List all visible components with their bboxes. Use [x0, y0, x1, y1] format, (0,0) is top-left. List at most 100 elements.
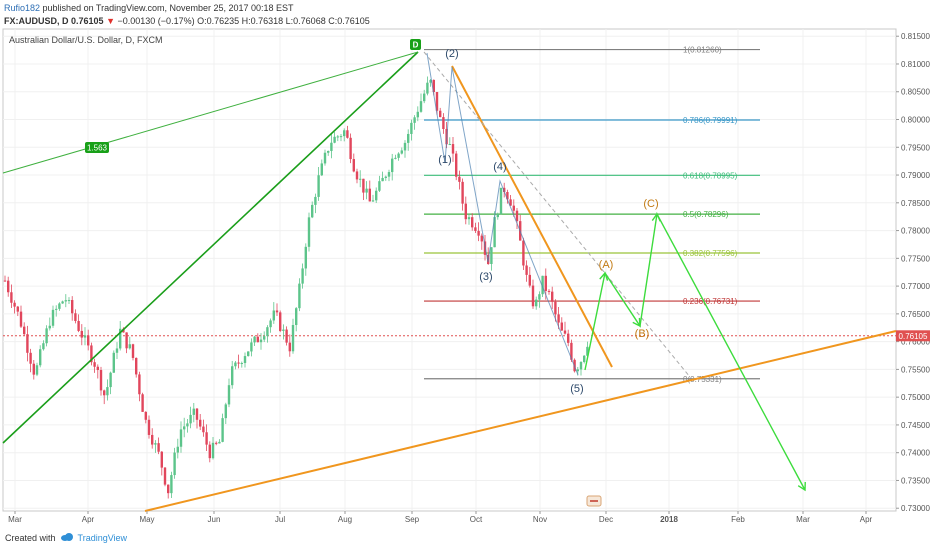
candle-body-12	[42, 343, 45, 350]
candle-body-52	[170, 475, 173, 494]
x-tick-10: 2018	[660, 515, 678, 524]
candle-body-145	[467, 217, 471, 220]
candle-body-180	[579, 362, 583, 370]
wave-label-2: (2)	[445, 48, 458, 60]
last-price-tag-box	[896, 330, 930, 342]
candle-body-158	[509, 199, 512, 206]
candle-body-64	[208, 444, 211, 459]
candle-body-83	[269, 320, 272, 328]
candle-body-3	[13, 302, 16, 307]
candle-body-107	[346, 130, 349, 138]
trendline-green-steep	[2, 51, 419, 444]
x-tick-11: Feb	[731, 515, 745, 524]
candle-body-35	[115, 348, 119, 353]
arrow-head-1	[632, 317, 641, 328]
candle-body-121	[391, 158, 394, 173]
candle-body-16	[55, 308, 58, 310]
candle-body-73	[237, 362, 240, 364]
candle-body-126	[407, 133, 410, 143]
candle-body-108	[349, 137, 352, 160]
fib-label-6: 0(0.75331)	[683, 375, 722, 384]
candle-body-4	[16, 306, 19, 312]
candle-body-5	[19, 311, 23, 327]
x-tick-9: Dec	[599, 515, 613, 524]
candle-body-125	[403, 142, 407, 151]
time-axis[interactable]: Mar Apr May Jun Jul Aug Sep Oct Nov Dec 2018 Feb Mar…	[8, 511, 873, 524]
y-tick-5: 0.79000	[901, 171, 930, 180]
candle-body-60	[195, 408, 199, 420]
candle-body-23	[77, 320, 80, 331]
candle-body-86	[279, 312, 282, 331]
candle-body-25	[83, 335, 87, 338]
candle-body-123	[397, 153, 400, 158]
change-label: −0.00130 (−0.17%)	[117, 16, 195, 26]
candle-body-58	[189, 414, 192, 424]
candle-body-127	[410, 122, 413, 134]
candle-body-9	[32, 363, 35, 375]
candle-body-114	[368, 188, 371, 202]
candle-body-112	[362, 178, 365, 193]
fib-label-3: 0.5(0.78296)	[683, 210, 729, 219]
candle-body-118	[381, 177, 384, 182]
candle-body-38	[125, 332, 128, 349]
trendline-orange-channel	[451, 65, 613, 368]
plot-frame	[2, 28, 897, 512]
candle-body-98	[317, 175, 320, 197]
trendline-green-shallow	[2, 51, 419, 174]
candle-body-26	[87, 335, 90, 346]
wave-labels: (1) (2) (3) (4) (5) (A) (B) (C) 1.563 D	[85, 39, 659, 507]
candle-body-120	[387, 172, 391, 177]
candle-body-28	[93, 362, 96, 367]
candle-body-115	[371, 200, 375, 202]
candle-body-44	[144, 411, 147, 420]
candle-body-146	[471, 217, 474, 228]
candle-body-36	[119, 328, 122, 349]
candle-body-169	[544, 275, 547, 291]
candle-body-133	[429, 79, 432, 83]
x-tick-5: Aug	[338, 515, 352, 524]
x-tick-4: Jul	[275, 515, 285, 524]
candle-body-102	[330, 142, 333, 151]
candle-body-144	[464, 203, 467, 220]
y-tick-3: 0.80000	[901, 116, 930, 125]
candle-body-24	[80, 330, 83, 338]
candle-body-139	[448, 144, 451, 146]
author-link[interactable]: Rufio182	[4, 3, 41, 13]
candle-body-113	[365, 188, 368, 193]
candle-body-143	[461, 181, 464, 204]
candle-body-96	[311, 204, 314, 218]
candle-body-59	[192, 408, 195, 415]
candle-body-30	[99, 370, 103, 391]
wave-label-5: (5)	[570, 383, 583, 395]
candle-body-87	[282, 329, 285, 331]
candle-body-135	[435, 91, 439, 111]
candle-body-32	[106, 387, 109, 396]
candle-body-153	[493, 217, 496, 248]
candle-body-154	[496, 214, 499, 218]
candle-body-80	[259, 339, 263, 343]
corrective-label-1: (B)	[635, 328, 650, 340]
candle-body-61	[199, 419, 202, 427]
wave-label-1: (1)	[438, 154, 451, 166]
price-axis[interactable]: 0.81500 0.81000 0.80500 0.80000 0.79500 0.790…	[896, 32, 930, 513]
candle-body-134	[432, 79, 435, 92]
candle-body-11	[39, 349, 42, 366]
candle-body-160	[515, 210, 519, 222]
candle-body-141	[455, 153, 458, 177]
tradingview-brand[interactable]: TradingView	[77, 533, 128, 543]
candle-body-18	[61, 301, 64, 304]
candle-body-171	[551, 291, 554, 302]
candle-body-94	[304, 246, 307, 269]
candle-body-97	[314, 196, 317, 205]
fib-label-5: 0.236(0.76731)	[683, 297, 738, 306]
footer: Created with TradingView	[5, 532, 127, 544]
candle-body-56	[183, 426, 186, 430]
last-price-tag: 0.76105	[896, 330, 930, 342]
candle-body-54	[176, 446, 179, 453]
last-price-label: 0.76105	[71, 16, 104, 26]
candle-body-136	[439, 110, 442, 118]
candle-body-93	[301, 268, 304, 284]
x-tick-0: Mar	[8, 515, 22, 524]
candle-body-181	[583, 355, 586, 363]
